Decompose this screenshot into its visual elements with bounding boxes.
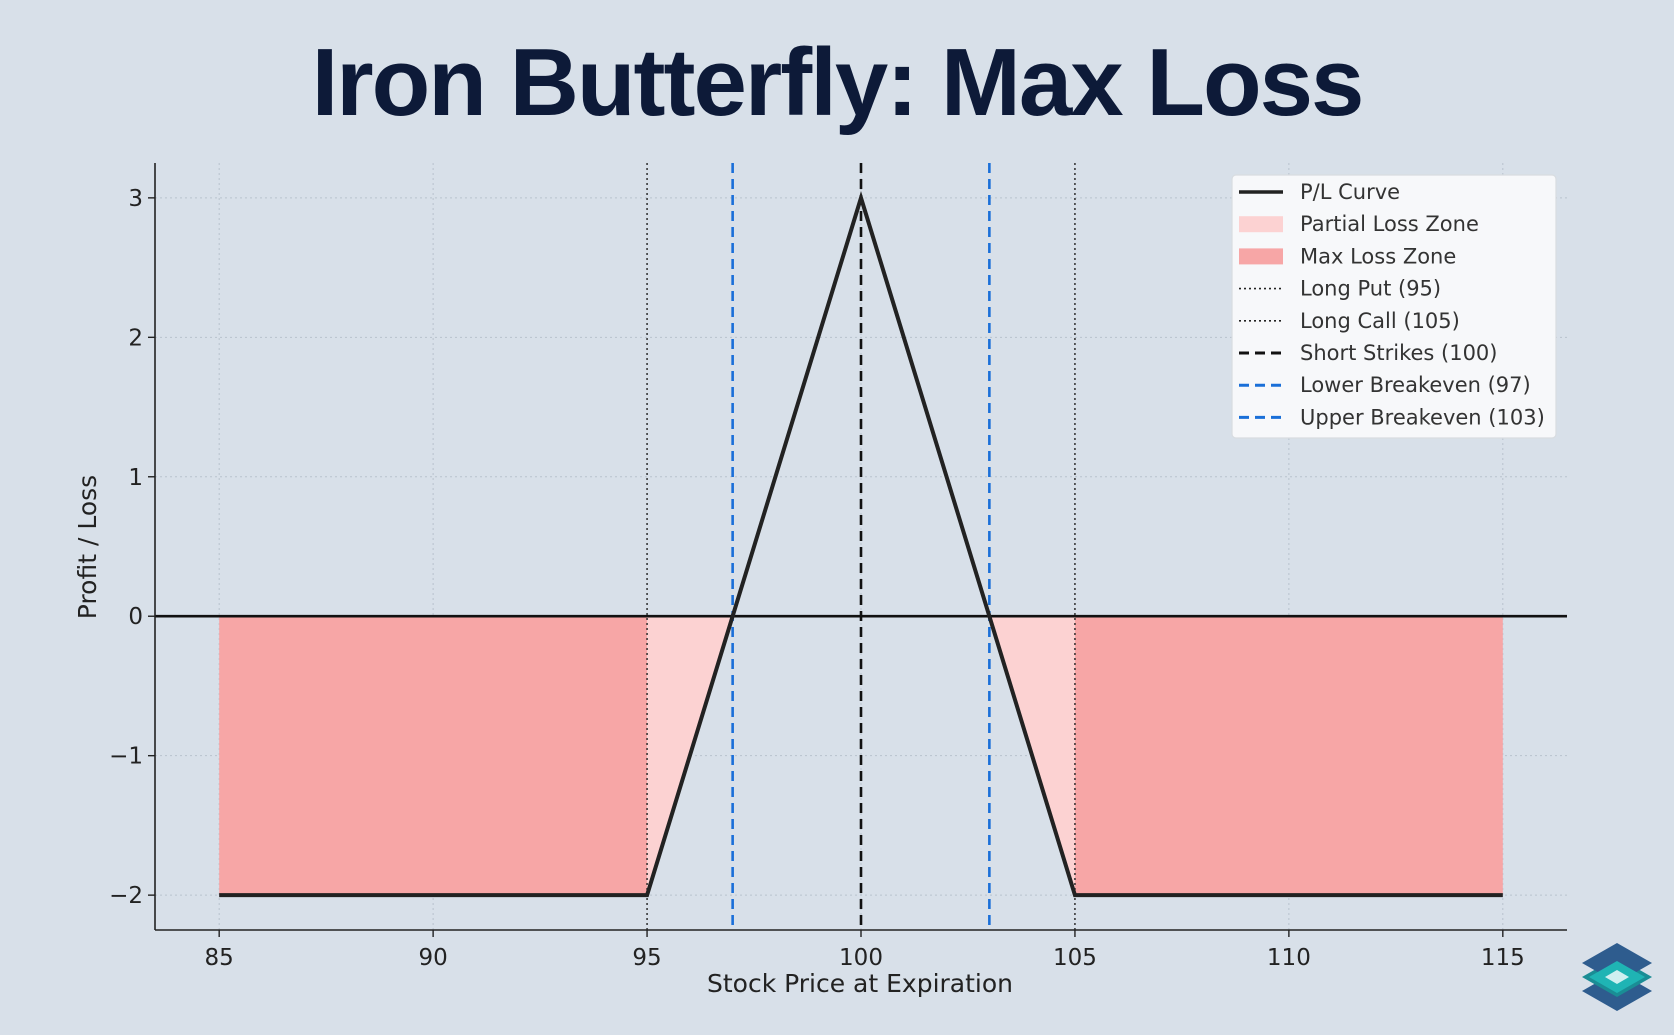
legend-swatch-max-loss-zone [1239, 248, 1283, 265]
y-tick-label-5: 3 [128, 186, 143, 212]
x-tick-label-95: 95 [632, 945, 661, 971]
legend-label-short-strikes-100: Short Strikes (100) [1300, 341, 1497, 365]
pl-curve-line [219, 191, 1503, 898]
x-tick-label-85: 85 [205, 945, 234, 971]
x-tick-label-115: 115 [1481, 945, 1525, 971]
max-loss-zone-2 [1074, 616, 1503, 896]
legend-label-partial-loss-zone: Partial Loss Zone [1300, 212, 1479, 236]
legend-label-upper-breakeven-103: Upper Breakeven (103) [1300, 405, 1545, 429]
x-tick-label-90: 90 [418, 945, 447, 971]
legend-swatch-partial-loss-zone [1239, 216, 1283, 233]
y-tick-label-0: −2 [109, 883, 143, 909]
x-tick-label-105: 105 [1053, 945, 1097, 971]
legend-label-max-loss-zone: Max Loss Zone [1300, 244, 1456, 268]
legend-label-long-put-95: Long Put (95) [1300, 277, 1441, 301]
y-tick-label-4: 2 [128, 325, 143, 351]
y-tick-label-2: 0 [128, 604, 143, 630]
x-tick-label-110: 110 [1267, 945, 1311, 971]
stacked-layers-logo-icon [1582, 943, 1652, 1011]
tick-labels: 85 90 95 100 105 110 115 −2 −1 0 1 2 3 [109, 186, 1525, 971]
legend: P/L Curve Partial Loss Zone Max Loss Zone L… [1231, 174, 1557, 439]
y-axis-label: Profit / Loss [73, 475, 102, 619]
x-tick-label-100: 100 [839, 945, 883, 971]
y-tick-label-3: 1 [128, 465, 143, 491]
series-layer [219, 191, 1503, 898]
x-axis-label: Stock Price at Expiration [707, 969, 1013, 998]
max-loss-zone-1 [219, 616, 648, 896]
legend-label-lower-breakeven-97: Lower Breakeven (97) [1300, 373, 1531, 397]
y-tick-label-1: −1 [109, 744, 143, 770]
legend-box [1231, 174, 1557, 439]
legend-label-long-call-105: Long Call (105) [1300, 309, 1460, 333]
legend-label-p-l-curve: P/L Curve [1300, 180, 1400, 204]
chart-title: Iron Butterfly: Max Loss [311, 29, 1365, 136]
